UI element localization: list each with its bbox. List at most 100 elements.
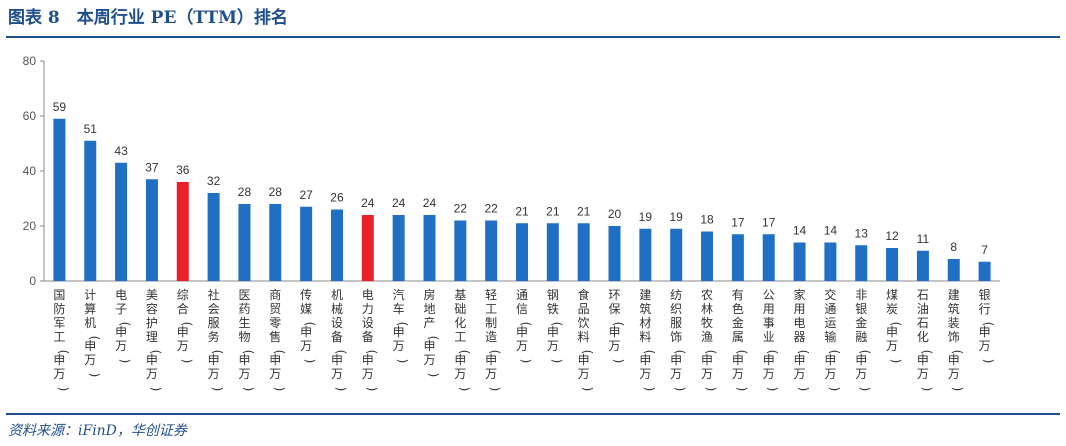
svg-text:申: 申: [824, 353, 836, 367]
data-label: 21: [546, 204, 560, 218]
bars: [53, 118, 991, 281]
svg-text:非: 非: [855, 288, 867, 302]
svg-text:化: 化: [454, 316, 466, 330]
svg-text:(: (: [272, 350, 286, 355]
svg-text:万: 万: [763, 367, 775, 381]
svg-text:林: 林: [701, 302, 713, 316]
svg-text:煤: 煤: [886, 288, 898, 302]
svg-text:申: 申: [794, 353, 806, 367]
svg-text:食: 食: [578, 287, 590, 302]
svg-text:申: 申: [362, 353, 374, 367]
data-label: 17: [731, 215, 745, 229]
svg-text:): ): [704, 387, 718, 392]
svg-text:石: 石: [917, 316, 929, 330]
bar: [53, 118, 66, 281]
x-tick-label: 环保 (申万): [609, 288, 626, 363]
bar: [207, 193, 220, 281]
svg-text:万: 万: [578, 367, 590, 381]
svg-text:汽: 汽: [393, 287, 405, 302]
svg-text:设: 设: [362, 316, 374, 330]
svg-text:万: 万: [609, 339, 621, 353]
x-tick-label: 综合 (申万): [177, 288, 194, 363]
data-label: 22: [454, 202, 468, 216]
bar: [824, 242, 837, 281]
data-label: 7: [981, 243, 988, 257]
svg-text:申: 申: [146, 353, 158, 367]
svg-text:(: (: [87, 336, 101, 341]
data-label: 21: [577, 204, 591, 218]
svg-text:军: 军: [53, 316, 65, 330]
data-label: 12: [885, 229, 899, 243]
svg-text:万: 万: [115, 339, 127, 353]
svg-text:(: (: [56, 350, 70, 355]
svg-text:申: 申: [208, 353, 220, 367]
svg-text:务: 务: [208, 329, 220, 344]
svg-text:(: (: [704, 350, 718, 355]
svg-text:车: 车: [393, 301, 405, 316]
x-tick-label: 计算机 (申万): [84, 288, 101, 377]
svg-text:交: 交: [824, 287, 836, 302]
svg-text:): ): [365, 387, 379, 392]
svg-text:(: (: [735, 350, 749, 355]
data-label: 20: [608, 207, 622, 221]
svg-text:(: (: [673, 350, 687, 355]
svg-text:申: 申: [177, 325, 189, 339]
svg-text:申: 申: [423, 339, 435, 353]
svg-text:电: 电: [794, 316, 806, 330]
data-label: 51: [84, 122, 98, 136]
y-tick-label: 0: [29, 274, 36, 288]
svg-text:申: 申: [393, 325, 405, 339]
svg-text:): ): [581, 387, 595, 392]
svg-text:(: (: [149, 350, 163, 355]
svg-text:机: 机: [84, 316, 96, 330]
svg-text:): ): [334, 387, 348, 392]
bar: [392, 215, 405, 281]
svg-text:饰: 饰: [948, 330, 960, 344]
data-label: 19: [670, 210, 684, 224]
svg-text:轻: 轻: [485, 288, 497, 302]
bar: [886, 248, 899, 281]
bar: [115, 162, 128, 281]
svg-text:): ): [457, 387, 471, 392]
data-labels: 59 51 43 37 36 32 28 28 27 26 24 24 24 22 22 21 21 21 20 19…: [53, 100, 988, 257]
svg-text:建: 建: [639, 288, 651, 302]
svg-text:(: (: [396, 322, 410, 327]
pe-ranking-bar-chart: 0 20 40 60 80 59 51 43 37 36 32 28 28 27 26 24 24 24 22 22…: [23, 54, 1000, 392]
svg-text:信: 信: [516, 302, 528, 316]
data-label: 17: [762, 215, 776, 229]
svg-text:传: 传: [300, 287, 312, 302]
svg-text:环: 环: [609, 288, 621, 302]
svg-text:万: 万: [269, 367, 281, 381]
svg-text:): ): [211, 387, 225, 392]
y-tick-label: 80: [23, 54, 37, 68]
svg-text:申: 申: [670, 353, 682, 367]
svg-text:申: 申: [609, 325, 621, 339]
svg-text:): ): [642, 387, 656, 392]
svg-text:产: 产: [423, 316, 435, 330]
svg-text:地: 地: [423, 302, 435, 316]
svg-text:备: 备: [331, 330, 343, 344]
y-axis: 0 20 40 60 80: [23, 54, 1000, 288]
bar: [176, 182, 189, 281]
bar: [701, 231, 714, 281]
svg-text:公: 公: [763, 288, 775, 302]
svg-text:业: 业: [763, 330, 775, 344]
svg-text:万: 万: [948, 367, 960, 381]
svg-text:石: 石: [917, 288, 929, 302]
svg-text:容: 容: [146, 301, 158, 316]
svg-text:运: 运: [824, 316, 836, 330]
svg-text:电: 电: [362, 288, 374, 302]
svg-text:通: 通: [824, 302, 836, 316]
svg-text:电: 电: [115, 288, 127, 302]
svg-text:万: 万: [84, 353, 96, 367]
bar: [330, 209, 343, 281]
svg-text:用: 用: [763, 302, 775, 316]
bar: [145, 179, 158, 281]
bar: [608, 226, 621, 281]
svg-text:(: (: [550, 322, 564, 327]
